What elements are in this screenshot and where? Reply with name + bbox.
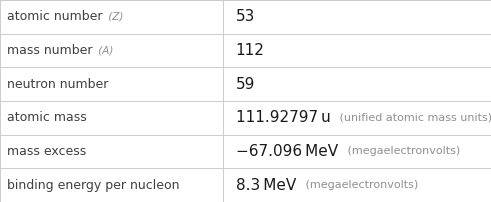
Text: (unified atomic mass units): (unified atomic mass units) (336, 113, 491, 123)
Text: binding energy per nucleon: binding energy per nucleon (7, 179, 180, 192)
Text: 59: 59 (236, 77, 255, 92)
Text: mass excess: mass excess (7, 145, 86, 158)
Text: −67.096 MeV: −67.096 MeV (236, 144, 338, 159)
Text: atomic number: atomic number (7, 10, 103, 23)
Text: neutron number: neutron number (7, 78, 109, 91)
Text: (megaelectronvolts): (megaelectronvolts) (344, 146, 460, 157)
Text: 112: 112 (236, 43, 265, 58)
Text: (A): (A) (95, 45, 113, 56)
Text: (megaelectronvolts): (megaelectronvolts) (302, 180, 418, 190)
Text: mass number: mass number (7, 44, 93, 57)
Text: 53: 53 (236, 9, 255, 24)
Text: atomic mass: atomic mass (7, 111, 87, 124)
Text: 8.3 MeV: 8.3 MeV (236, 178, 296, 193)
Text: 111.92797 u: 111.92797 u (236, 110, 330, 125)
Text: (Z): (Z) (105, 12, 123, 22)
